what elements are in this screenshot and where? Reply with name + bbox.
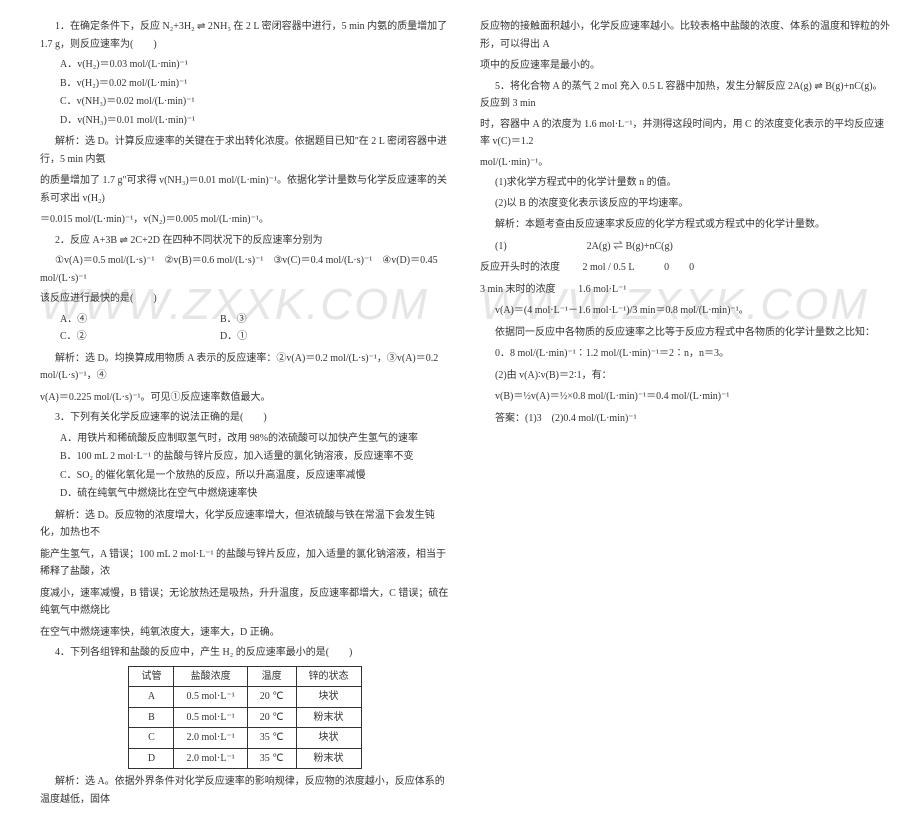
cell: 0.5 mol·L⁻¹ <box>174 707 247 728</box>
th-conc: 盐酸浓度 <box>174 666 247 687</box>
q3-opt-d: D．硫在纯氧气中燃烧比在空气中燃烧速率快 <box>60 485 450 503</box>
q4-cont-1: 反应物的接触面积越小，化学反应速率越小。比较表格中盐酸的浓度、体系的温度和锌粒的… <box>480 18 890 53</box>
two-column-layout: 1．在确定条件下，反应 N₂+3H₂ ⇌ 2NH₃ 在 2 L 密闭容器中进行，… <box>0 0 920 821</box>
q2-stem: 2．反应 A+3B ⇌ 2C+2D 在四种不同状况下的反应速率分别为 <box>40 232 450 250</box>
cell: A <box>129 687 174 708</box>
q5-stem-1: 5．将化合物 A 的蒸气 2 mol 充入 0.5 L 容器中加热，发生分解反应… <box>480 78 890 113</box>
q1-exp-3: ＝0.015 mol/(L·min)⁻¹，v(N₂)＝0.005 mol/(L·… <box>40 211 450 229</box>
ratio: 0．8 mol/(L·min)⁻¹∶1.2 mol/(L·min)⁻¹＝2∶n，… <box>480 345 890 363</box>
q4-stem: 4．下列各组锌和盐酸的反应中，产生 H₂ 的反应速率最小的是( ) <box>40 644 450 662</box>
q1-opt-b: B．v(H₂)＝0.02 mol/(L·min)⁻¹ <box>60 75 450 93</box>
q5-stem-3: mol/(L·min)⁻¹。 <box>480 154 890 172</box>
q2-opt-b: B．③ <box>220 314 247 325</box>
va-formula: v(A)＝(4 mol·L⁻¹－1.6 mol·L⁻¹)/3 min＝0.8 m… <box>480 302 890 320</box>
q3-exp-3: 度减小，速率减慢，B 错误；无论放热还是吸热，升升温度，反应速率都增大，C 错误… <box>40 585 450 620</box>
q3-stem: 3．下列有关化学反应速率的说法正确的是( ) <box>40 409 450 427</box>
cell: 块状 <box>296 728 361 749</box>
q4-table: 试管 盐酸浓度 温度 锌的状态 A 0.5 mol·L⁻¹ 20 ℃ 块状 B … <box>128 666 361 770</box>
q1-stem: 1．在确定条件下，反应 N₂+3H₂ ⇌ 2NH₃ 在 2 L 密闭容器中进行，… <box>40 18 450 53</box>
q2-ask: 该反应进行最快的是( ) <box>40 290 450 308</box>
q1-exp-1: 解析：选 D。计算反应速率的关键在于求出转化浓度。依据题目已知"在 2 L 密闭… <box>40 133 450 168</box>
cell: 35 ℃ <box>247 728 296 749</box>
cell: 粉末状 <box>296 748 361 769</box>
right-column: 反应物的接触面积越小，化学反应速率越小。比较表格中盐酸的浓度、体系的温度和锌粒的… <box>480 18 890 811</box>
eq-line2: 3 min 末时的浓度 1.6 mol·L⁻¹ <box>480 281 890 299</box>
cell: B <box>129 707 174 728</box>
eq-line1: 反应开头时的浓度 2 mol / 0.5 L 0 0 <box>480 259 890 277</box>
cell: 20 ℃ <box>247 707 296 728</box>
th-state: 锌的状态 <box>296 666 361 687</box>
th-tube: 试管 <box>129 666 174 687</box>
cell: 35 ℃ <box>247 748 296 769</box>
q2-rates: ①v(A)＝0.5 mol/(L·s)⁻¹ ②v(B)＝0.6 mol/(L·s… <box>40 252 450 287</box>
q5-sub2: (2)以 B 的浓度变化表示该反应的平均速率。 <box>480 195 890 213</box>
cell: 2.0 mol·L⁻¹ <box>174 728 247 749</box>
q4-exp: 解析：选 A。依据外界条件对化学反应速率的影响规律，反应物的浓度越小，反应体系的… <box>40 773 450 808</box>
q1-opt-c: C．v(NH₃)＝0.02 mol/(L·min)⁻¹ <box>60 93 450 111</box>
q5-stem-2: 时，容器中 A 的浓度为 1.6 mol·L⁻¹，并测得这段时间内，用 C 的浓… <box>480 116 890 151</box>
cell: 0.5 mol·L⁻¹ <box>174 687 247 708</box>
part2-b: v(B)＝½v(A)＝½×0.8 mol/(L·min)⁻¹＝0.4 mol/(… <box>480 388 890 406</box>
q3-opt-c: C．SO₂ 的催化氧化是一个放热的反应，所以升高温度，反应速率减慢 <box>60 467 450 485</box>
table-row: C 2.0 mol·L⁻¹ 35 ℃ 块状 <box>129 728 361 749</box>
cell: D <box>129 748 174 769</box>
left-column: 1．在确定条件下，反应 N₂+3H₂ ⇌ 2NH₃ 在 2 L 密闭容器中进行，… <box>40 18 450 811</box>
part2-a: (2)由 v(A)∶v(B)＝2∶1，有： <box>480 367 890 385</box>
q2-exp-1: 解析：选 D。均换算成用物质 A 表示的反应速率：②v(A)＝0.2 mol/(… <box>40 350 450 385</box>
q3-opt-b: B．100 mL 2 mol·L⁻¹ 的盐酸与锌片反应，加入适量的氯化钠溶液，反… <box>60 448 450 466</box>
cell: 块状 <box>296 687 361 708</box>
cell: 粉末状 <box>296 707 361 728</box>
q3-exp-4: 在空气中燃烧速率快，纯氧浓度大，速率大，D 正确。 <box>40 624 450 642</box>
q2-opt-c: C．② <box>60 328 220 346</box>
q1-opt-d: D．v(NH₃)＝0.01 mol/(L·min)⁻¹ <box>60 112 450 130</box>
eq-l2-label: 3 min 末时的浓度 <box>480 284 556 295</box>
q3-opt-a: A．用铁片和稀硫酸反应制取氢气时，改用 98%的浓硫酸可以加快产生氢气的速率 <box>60 430 450 448</box>
table-header-row: 试管 盐酸浓度 温度 锌的状态 <box>129 666 361 687</box>
th-temp: 温度 <box>247 666 296 687</box>
answer: 答案：(1)3 (2)0.4 mol/(L·min)⁻¹ <box>480 410 890 428</box>
q1-opt-a: A．v(H₂)＝0.03 mol/(L·min)⁻¹ <box>60 56 450 74</box>
eq-l1-label: 反应开头时的浓度 <box>480 262 560 273</box>
q5-exp-1: 解析：本题考查由反应速率求反应的化学方程式或方程式中的化学计量数。 <box>480 216 890 234</box>
q5-sub1: (1)求化学方程式中的化学计量数 n 的值。 <box>480 174 890 192</box>
table-row: A 0.5 mol·L⁻¹ 20 ℃ 块状 <box>129 687 361 708</box>
q3-exp-1: 解析：选 D。反应物的浓度增大，化学反应速率增大，但浓硫酸与铁在常温下会发生钝化… <box>40 507 450 542</box>
table-row: B 0.5 mol·L⁻¹ 20 ℃ 粉末状 <box>129 707 361 728</box>
eq-l2-val: 1.6 mol·L⁻¹ <box>578 284 626 295</box>
cell: 20 ℃ <box>247 687 296 708</box>
q1-exp-2: 的质量增加了 1.7 g"可求得 v(NH₃)＝0.01 mol/(L·min)… <box>40 172 450 207</box>
table-row: D 2.0 mol·L⁻¹ 35 ℃ 粉末状 <box>129 748 361 769</box>
q2-exp-2: v(A)＝0.225 mol/(L·s)⁻¹。可见①反应速率数值最大。 <box>40 389 450 407</box>
cell: C <box>129 728 174 749</box>
q4-cont-2: 项中的反应速率是最小的。 <box>480 57 890 75</box>
q2-opt-d: D．① <box>220 331 247 342</box>
eq-l1-val: 2 mol / 0.5 L 0 0 <box>583 262 695 273</box>
cell: 2.0 mol·L⁻¹ <box>174 748 247 769</box>
ratio-intro: 依据同一反应中各物质的反应速率之比等于反应方程式中各物质的化学计量数之比知： <box>480 324 890 342</box>
q2-opt-a: A．④ <box>60 311 220 329</box>
q3-exp-2: 能产生氢气，A 错误；100 mL 2 mol·L⁻¹ 的盐酸与锌片反应，加入适… <box>40 546 450 581</box>
eq-header: (1) 2A(g) ⇌ B(g)+nC(g) <box>480 238 890 256</box>
